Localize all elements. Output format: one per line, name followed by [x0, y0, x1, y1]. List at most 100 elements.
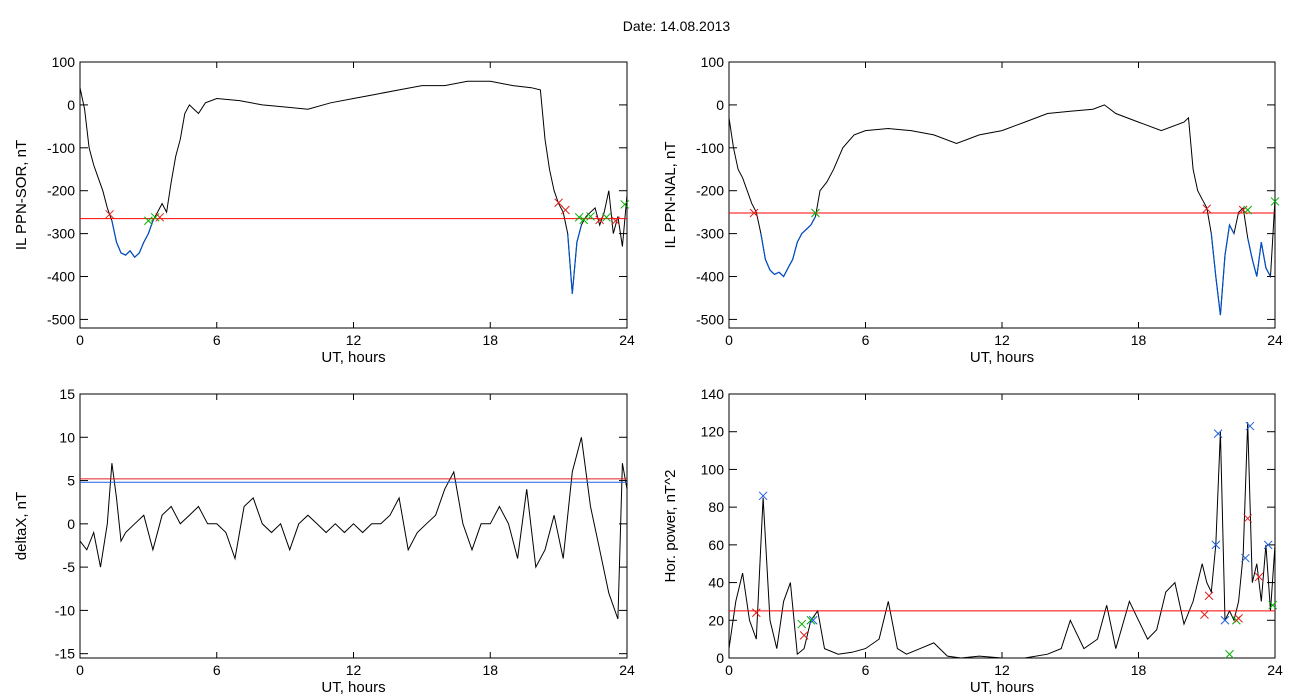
x-tick-label: 24: [619, 332, 635, 348]
chart-hor-power: 0 6 12 18 24 140 120 100 80 60 40 20 0 UT, hours Hor. …: [662, 386, 1283, 696]
x-marker-stroke: [561, 205, 570, 215]
y-tick-label: -400: [696, 269, 724, 285]
x-marker-stroke: [155, 212, 165, 222]
x-tick-label: 6: [213, 662, 221, 678]
x-tick-label: 0: [76, 662, 84, 678]
x-marker: [561, 205, 570, 215]
x-marker-stroke: [1200, 610, 1209, 619]
x-marker-stroke: [1243, 205, 1253, 215]
y-tick-label: 100: [701, 54, 725, 70]
y-tick-label: 100: [52, 54, 76, 70]
y-tick-label: -200: [696, 183, 724, 199]
x-tick-label: 12: [346, 332, 362, 348]
x-marker-stroke: [1270, 197, 1280, 206]
x-marker-stroke: [1225, 649, 1234, 659]
x-marker: [808, 615, 818, 625]
x-marker: [620, 200, 630, 209]
x-marker-stroke: [1241, 553, 1250, 563]
y-tick-label: -200: [47, 183, 75, 199]
x-marker-stroke: [1213, 429, 1223, 438]
x-marker-stroke: [749, 208, 759, 218]
x-marker: [1268, 600, 1278, 610]
y-axis-label: IL PPN-SOR, nT: [13, 140, 30, 250]
series-highlight: [111, 220, 154, 259]
x-marker: [806, 615, 816, 625]
y-tick-label: 0: [716, 650, 724, 666]
x-marker-stroke: [595, 215, 605, 225]
x-tick-label: 12: [346, 662, 362, 678]
y-tick-label: -10: [55, 602, 75, 618]
x-tick-label: 18: [482, 332, 498, 348]
series-highlight: [567, 224, 582, 294]
x-marker: [1234, 614, 1243, 623]
chart-ppn-nal: 0 6 12 18 24 100 0 -100 -200 -300 -400 -500 UT, hour…: [662, 54, 1283, 366]
x-marker: [758, 491, 768, 501]
y-tick-label: 15: [59, 386, 75, 402]
x-marker-stroke: [808, 615, 818, 625]
y-tick-label: -500: [696, 311, 724, 327]
x-tick-label: 24: [619, 662, 635, 678]
x-axis-label: UT, hours: [321, 349, 385, 366]
x-tick-label: 0: [725, 332, 733, 348]
x-marker-stroke: [602, 212, 611, 222]
x-marker: [574, 212, 584, 222]
y-tick-label: -100: [47, 140, 75, 156]
x-marker: [554, 198, 563, 208]
x-marker: [144, 216, 153, 226]
plot-frame: [79, 393, 628, 659]
page-title: Date: 14.08.2013: [622, 18, 731, 34]
x-marker: [1200, 610, 1209, 619]
y-tick-label: -15: [55, 646, 75, 662]
plot-frame: [728, 61, 1276, 329]
series-highlight: [1210, 223, 1235, 316]
x-marker-stroke: [1254, 572, 1264, 582]
y-axis-label: Hor. power, nT^2: [662, 470, 679, 583]
x-marker-stroke: [1238, 205, 1248, 215]
x-marker: [749, 208, 759, 218]
x-marker: [1243, 514, 1253, 523]
x-marker: [586, 212, 595, 221]
x-marker: [595, 215, 605, 225]
y-tick-label: -100: [696, 140, 724, 156]
y-tick-label: 10: [59, 429, 75, 445]
y-tick-label: 60: [708, 537, 724, 553]
x-marker-stroke: [150, 212, 160, 222]
x-marker: [1254, 572, 1264, 582]
x-marker: [1211, 540, 1221, 550]
x-tick-label: 12: [994, 662, 1010, 678]
x-marker: [1213, 429, 1223, 438]
x-marker-stroke: [806, 615, 816, 625]
x-marker: [1241, 553, 1250, 563]
x-marker-stroke: [579, 215, 589, 225]
x-marker-stroke: [1211, 540, 1221, 550]
x-marker: [1202, 204, 1212, 214]
x-marker-stroke: [574, 212, 584, 222]
x-marker: [1243, 205, 1253, 215]
x-marker: [1263, 540, 1273, 550]
x-marker-stroke: [1243, 514, 1253, 523]
y-tick-label: 40: [708, 575, 724, 591]
x-marker-stroke: [611, 216, 620, 226]
x-marker-stroke: [1204, 591, 1214, 601]
x-marker-stroke: [1234, 614, 1243, 623]
x-marker: [811, 208, 820, 218]
x-marker: [579, 215, 589, 225]
x-marker-stroke: [620, 200, 630, 209]
x-marker: [1225, 649, 1234, 659]
series-line: [729, 104, 1275, 316]
x-marker: [155, 212, 165, 222]
x-tick-label: 18: [482, 662, 498, 678]
x-marker-stroke: [105, 209, 114, 219]
x-tick-label: 18: [1131, 662, 1147, 678]
x-tick-label: 12: [994, 332, 1010, 348]
y-tick-label: 0: [716, 97, 724, 113]
x-marker: [1270, 197, 1280, 206]
y-tick-label: 140: [701, 386, 725, 402]
x-marker: [1238, 205, 1248, 215]
x-marker-stroke: [751, 608, 761, 618]
x-marker-stroke: [1263, 540, 1273, 550]
y-tick-label: 5: [67, 473, 75, 489]
y-tick-label: -400: [47, 269, 75, 285]
